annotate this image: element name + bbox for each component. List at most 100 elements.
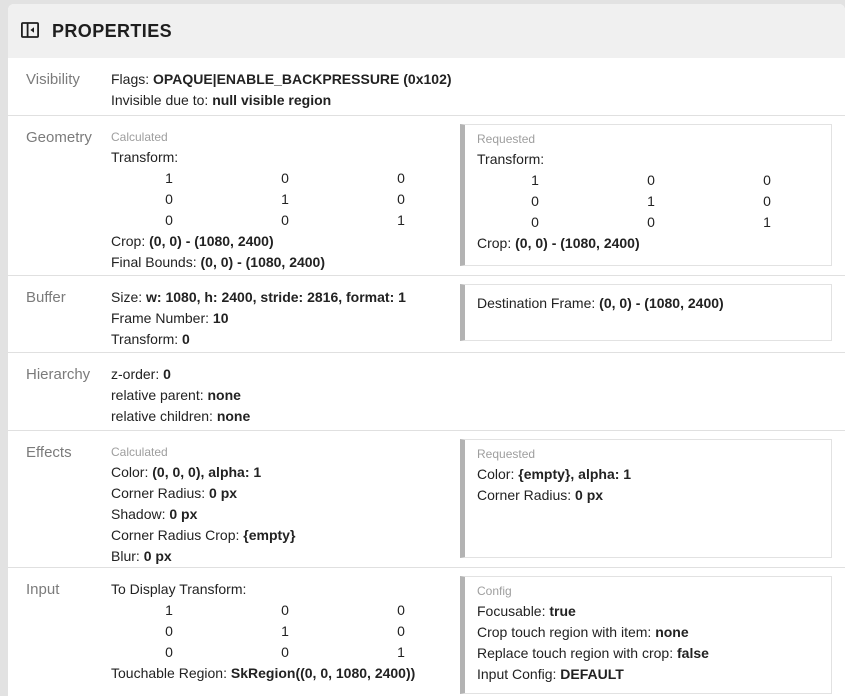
- property-value: OPAQUE|ENABLE_BACKPRESSURE (0x102): [153, 71, 452, 87]
- property-value: 0: [163, 366, 171, 382]
- property-value: false: [677, 645, 709, 661]
- requested-box: Requested Transform: 1 0 0 0 1 0 0 0 1 Crop: (0, 0)…: [460, 124, 832, 266]
- calculated-column: Calculated Color: (0, 0, 0), alpha: 1 Corn…: [111, 431, 460, 567]
- property-key: Crop:: [477, 235, 512, 251]
- matrix-cell: 0: [397, 191, 405, 207]
- matrix-cell: 1: [647, 193, 655, 209]
- requested-column: [460, 58, 845, 115]
- property-key: Invisible due to:: [111, 92, 209, 108]
- property-row: Corner Radius: 0 px: [111, 483, 460, 504]
- property-row: Final Bounds: (0, 0) - (1080, 2400): [111, 252, 460, 273]
- matrix-cell: 0: [763, 172, 771, 188]
- matrix-cell: 1: [281, 623, 289, 639]
- property-row: Focusable: true: [477, 601, 831, 622]
- property-key: Size:: [111, 289, 143, 305]
- calculated-column: z-order: 0 relative parent: none relative …: [111, 353, 460, 430]
- property-key: Crop touch region with item:: [477, 624, 652, 640]
- column-tag: Calculated: [111, 445, 168, 459]
- property-value: (0, 0, 0), alpha: 1: [152, 464, 262, 480]
- calculated-column: To Display Transform: 1 0 0 0 1 0 0 0 1 Touchable …: [111, 568, 460, 696]
- property-row: Transform: 0: [111, 329, 460, 350]
- property-key: Destination Frame:: [477, 295, 596, 311]
- property-row: z-order: 0: [111, 364, 460, 385]
- section-label: Visibility: [26, 71, 80, 88]
- property-row: Invisible due to: null visible region: [111, 90, 460, 111]
- property-value: SkRegion((0, 0, 1080, 2400)): [230, 665, 416, 681]
- matrix-cell: 0: [165, 644, 173, 660]
- column-tag: Calculated: [111, 130, 168, 144]
- calculated-column: Size: w: 1080, h: 2400, stride: 2816, fo…: [111, 276, 460, 352]
- property-key: relative parent:: [111, 387, 204, 403]
- property-row: Transform:: [477, 151, 545, 167]
- section-label: Buffer: [26, 289, 66, 306]
- matrix-cell: 0: [165, 191, 173, 207]
- property-value: 0 px: [209, 485, 238, 501]
- property-row: Flags: OPAQUE|ENABLE_BACKPRESSURE (0x102…: [111, 69, 460, 90]
- left-panel-close-icon: [18, 18, 42, 45]
- property-value: (0, 0) - (1080, 2400): [149, 233, 274, 249]
- property-value: none: [655, 624, 689, 640]
- property-value: DEFAULT: [560, 666, 624, 682]
- property-row: Shadow: 0 px: [111, 504, 460, 525]
- collapse-panel-button[interactable]: [17, 18, 43, 44]
- properties-header: PROPERTIES: [8, 4, 845, 58]
- property-key: Flags:: [111, 71, 150, 87]
- property-value: (0, 0) - (1080, 2400): [599, 295, 724, 311]
- section-label: Effects: [26, 444, 72, 461]
- property-key: z-order:: [111, 366, 160, 382]
- property-value: null visible region: [212, 92, 332, 108]
- property-row: Corner Radius: 0 px: [477, 485, 831, 506]
- property-value: 0: [182, 331, 190, 347]
- property-key: Crop:: [111, 233, 146, 249]
- matrix-cell: 1: [281, 191, 289, 207]
- property-row: Frame Number: 10: [111, 308, 460, 329]
- matrix-cell: 0: [647, 172, 655, 188]
- property-value: none: [207, 387, 241, 403]
- calculated-column: Calculated Transform: 1 0 0 0 1 0 0 0 1 Crop: (0, 0…: [111, 116, 460, 275]
- matrix-cell: 0: [763, 193, 771, 209]
- requested-box: Destination Frame: (0, 0) - (1080, 2400): [460, 284, 832, 341]
- column-tag: Requested: [477, 447, 536, 461]
- requested-column: [460, 353, 845, 430]
- matrix-cell: 0: [397, 170, 405, 186]
- property-key: Color:: [111, 464, 149, 480]
- property-value: w: 1080, h: 2400, stride: 2816, format: …: [146, 289, 406, 305]
- property-value: {empty}, alpha: 1: [518, 466, 632, 482]
- section-geometry: Geometry Calculated Transform: 1 0 0 0 1 0 0 0 1 Cro…: [8, 115, 845, 275]
- requested-column: Requested Transform: 1 0 0 0 1 0 0 0 1 Crop: (0, 0)…: [460, 116, 845, 275]
- property-row: To Display Transform:: [111, 581, 247, 597]
- property-value: 10: [212, 310, 229, 326]
- matrix-cell: 0: [281, 644, 289, 660]
- matrix-cell: 0: [165, 623, 173, 639]
- property-value: 0 px: [143, 548, 172, 564]
- property-row: Crop: (0, 0) - (1080, 2400): [111, 231, 460, 252]
- matrix-cell: 1: [397, 212, 405, 228]
- property-row: Color: (0, 0, 0), alpha: 1: [111, 462, 460, 483]
- matrix-cell: 0: [281, 170, 289, 186]
- matrix-cell: 0: [397, 602, 405, 618]
- matrix-cell: 0: [165, 212, 173, 228]
- requested-box: Requested Color: {empty}, alpha: 1 Corner …: [460, 439, 832, 558]
- calculated-column: Flags: OPAQUE|ENABLE_BACKPRESSURE (0x102…: [111, 58, 460, 115]
- matrix-cell: 1: [531, 172, 539, 188]
- transform-matrix: 1 0 0 0 1 0 0 0 1: [111, 168, 459, 231]
- requested-column: Requested Color: {empty}, alpha: 1 Corner …: [460, 431, 845, 567]
- matrix-cell: 1: [397, 644, 405, 660]
- properties-panel: PROPERTIES Visibility Flags: OPAQUE|ENABL…: [8, 4, 845, 696]
- matrix-cell: 0: [531, 214, 539, 230]
- section-hierarchy: Hierarchy z-order: 0 relative parent: none…: [8, 352, 845, 430]
- property-row: Replace touch region with crop: false: [477, 643, 831, 664]
- section-label: Input: [26, 581, 60, 598]
- property-value: (0, 0) - (1080, 2400): [515, 235, 640, 251]
- requested-box: Config Focusable: true Crop touch region w…: [460, 576, 832, 694]
- property-key: relative children:: [111, 408, 213, 424]
- panel-title: PROPERTIES: [52, 20, 173, 41]
- requested-column: Config Focusable: true Crop touch region w…: [460, 568, 845, 696]
- section-label: Hierarchy: [26, 366, 91, 383]
- property-value: {empty}: [243, 527, 296, 543]
- property-row: Corner Radius Crop: {empty}: [111, 525, 460, 546]
- property-key: Final Bounds:: [111, 254, 197, 270]
- section-visibility: Visibility Flags: OPAQUE|ENABLE_BACKPRESS…: [8, 58, 845, 115]
- matrix-cell: 1: [165, 170, 173, 186]
- property-key: Transform:: [111, 331, 179, 347]
